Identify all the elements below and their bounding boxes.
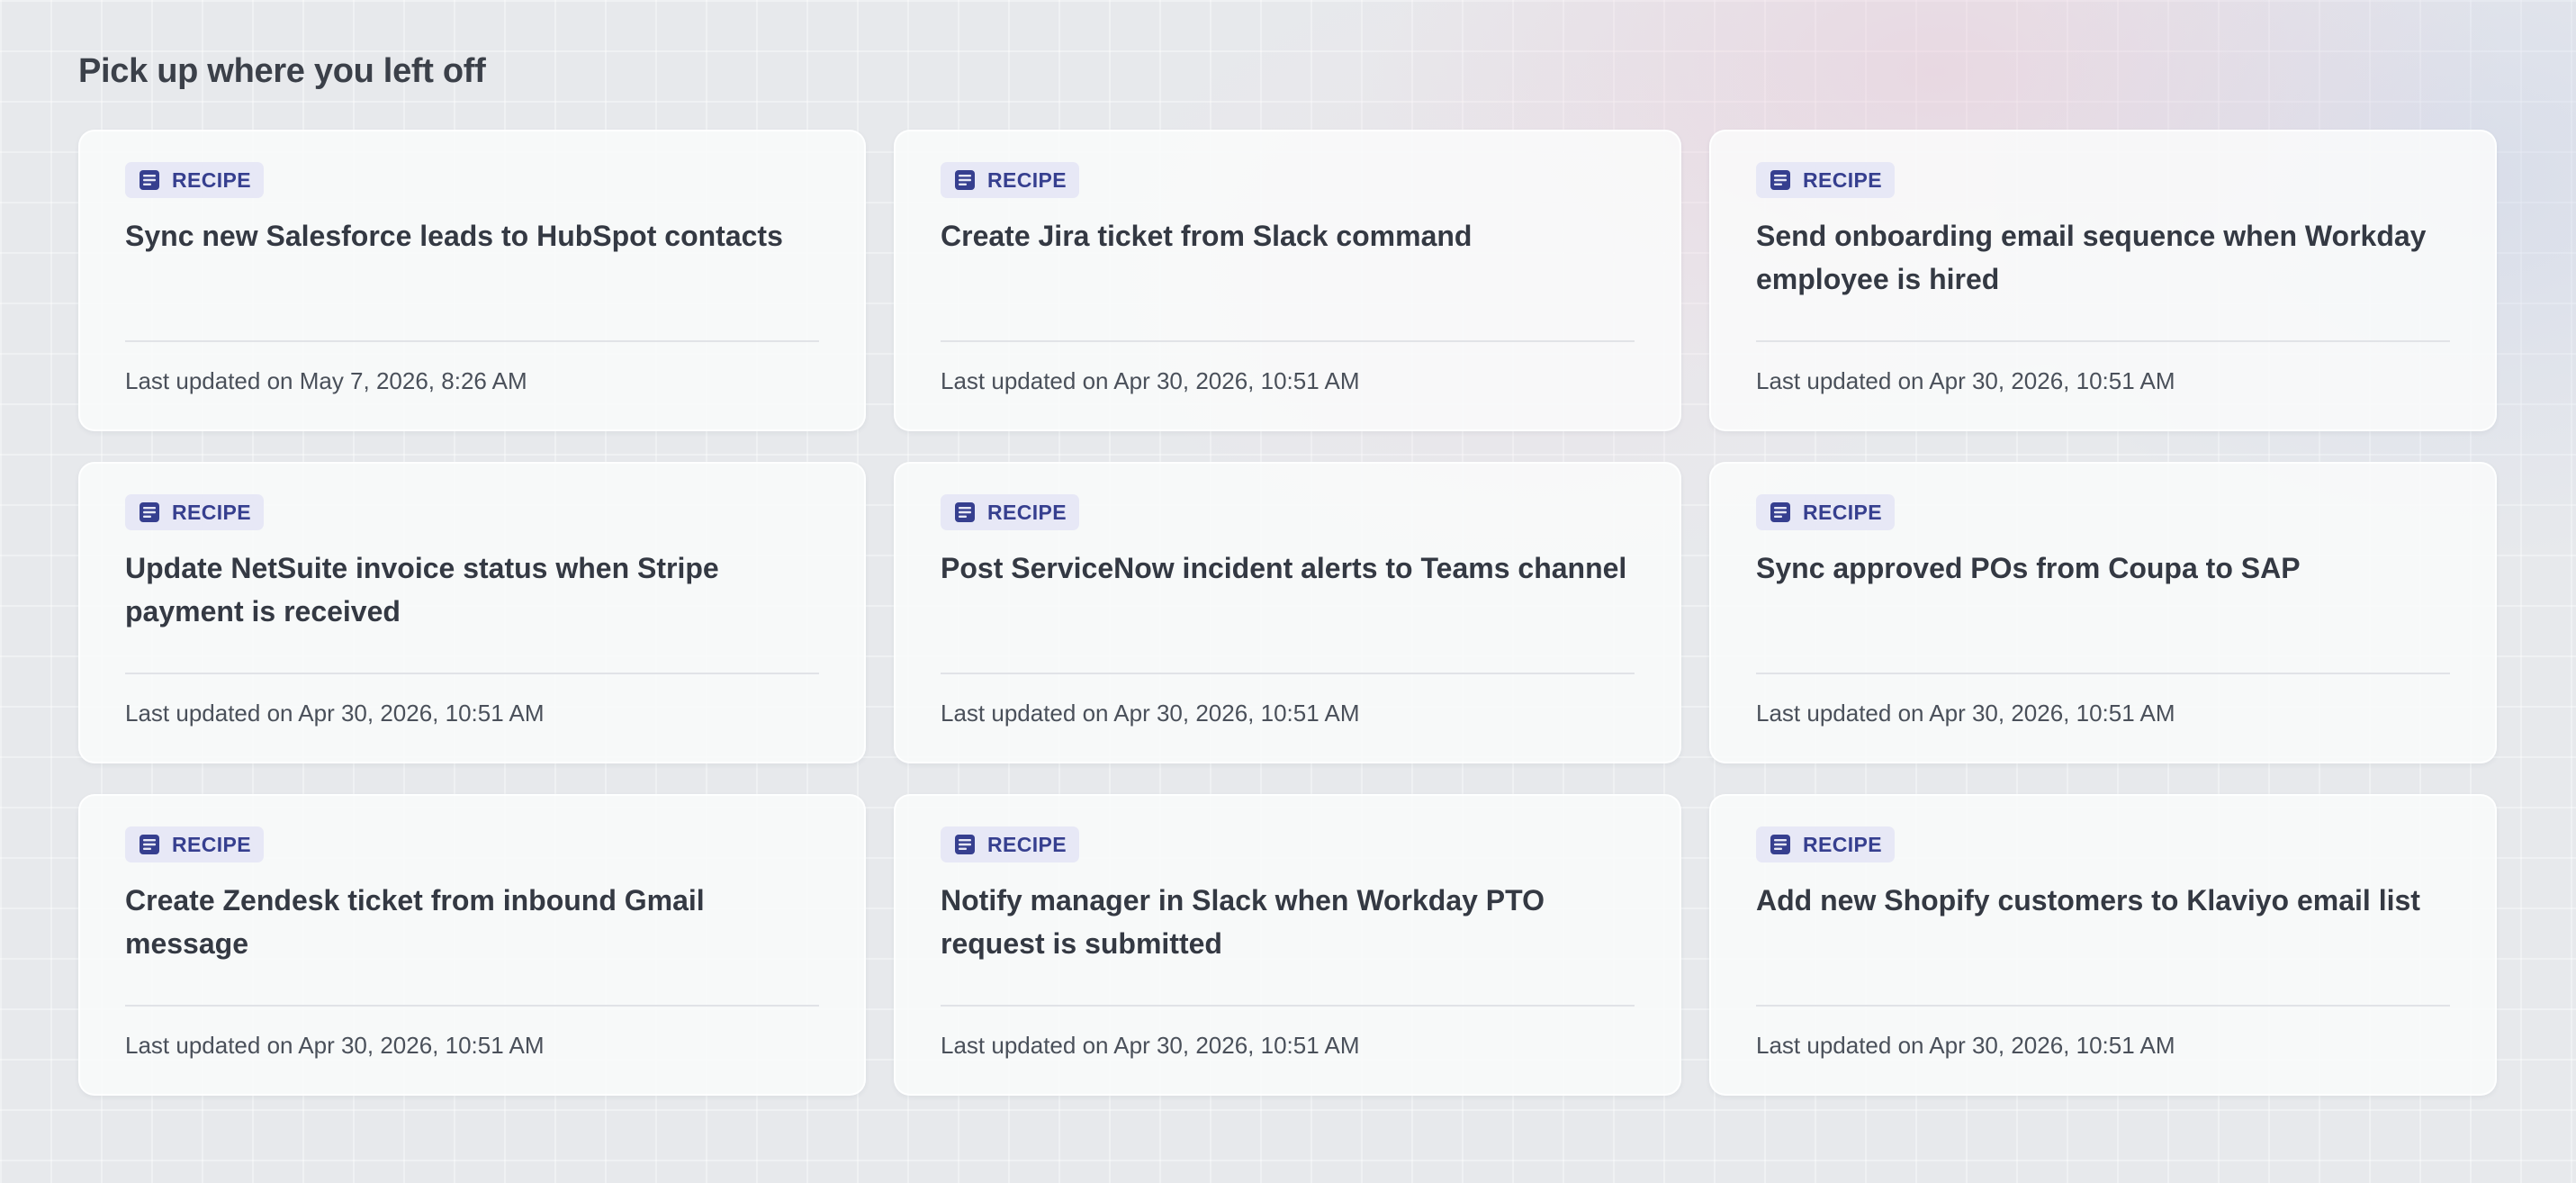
recipe-badge-label: RECIPE: [172, 167, 252, 192]
card-divider: [941, 673, 1635, 674]
recipe-card[interactable]: RECIPE Update NetSuite invoice status wh…: [78, 462, 866, 763]
card-divider: [1756, 340, 2450, 342]
card-divider: [941, 340, 1635, 342]
recipe-badge: RECIPE: [125, 494, 265, 530]
recipe-badge-label: RECIPE: [172, 500, 252, 524]
recipe-badge: RECIPE: [1756, 494, 1896, 530]
section-title: Pick up where you left off: [78, 52, 486, 90]
recipe-card[interactable]: RECIPE Sync approved POs from Coupa to S…: [1709, 462, 2497, 763]
document-icon: [138, 833, 161, 856]
recipe-badge: RECIPE: [125, 162, 265, 198]
recipe-badge-label: RECIPE: [987, 167, 1067, 192]
document-icon: [1769, 168, 1792, 192]
recipe-card[interactable]: RECIPE Create Zendesk ticket from inboun…: [78, 794, 866, 1096]
recipe-badge-label: RECIPE: [987, 832, 1067, 856]
last-updated-text: Last updated on Apr 30, 2026, 10:51 AM: [1756, 700, 2175, 727]
recipe-title[interactable]: Notify manager in Slack when Workday PTO…: [941, 884, 1545, 960]
recipe-card[interactable]: RECIPE Create Jira ticket from Slack com…: [894, 130, 1681, 431]
recipe-badge: RECIPE: [1756, 162, 1896, 198]
recipe-badge: RECIPE: [941, 494, 1080, 530]
recipe-badge: RECIPE: [941, 162, 1080, 198]
recipe-card[interactable]: RECIPE Send onboarding email sequence wh…: [1709, 130, 2497, 431]
recipe-badge: RECIPE: [941, 826, 1080, 862]
recipe-title[interactable]: Update NetSuite invoice status when Stri…: [125, 552, 719, 628]
last-updated-text: Last updated on Apr 30, 2026, 10:51 AM: [1756, 1032, 2175, 1059]
recipe-card[interactable]: RECIPE Post ServiceNow incident alerts t…: [894, 462, 1681, 763]
last-updated-text: Last updated on Apr 30, 2026, 10:51 AM: [1756, 367, 2175, 394]
document-icon: [1769, 833, 1792, 856]
last-updated-text: Last updated on Apr 30, 2026, 10:51 AM: [941, 367, 1360, 394]
card-divider: [125, 340, 819, 342]
recipe-title[interactable]: Create Jira ticket from Slack command: [941, 220, 1473, 252]
recipe-title[interactable]: Sync approved POs from Coupa to SAP: [1756, 552, 2301, 584]
card-divider: [125, 1005, 819, 1007]
last-updated-text: Last updated on Apr 30, 2026, 10:51 AM: [125, 1032, 545, 1059]
recipe-badge-label: RECIPE: [1803, 832, 1883, 856]
recipe-card[interactable]: RECIPE Sync new Salesforce leads to HubS…: [78, 130, 866, 431]
last-updated-text: Last updated on Apr 30, 2026, 10:51 AM: [941, 700, 1360, 727]
recipe-badge-label: RECIPE: [987, 500, 1067, 524]
recipe-title[interactable]: Sync new Salesforce leads to HubSpot con…: [125, 220, 783, 252]
document-icon: [953, 833, 977, 856]
recipe-card-grid: RECIPE Sync new Salesforce leads to HubS…: [78, 130, 2498, 1096]
last-updated-text: Last updated on Apr 30, 2026, 10:51 AM: [941, 1032, 1360, 1059]
recipe-badge-label: RECIPE: [1803, 500, 1883, 524]
recipe-title[interactable]: Send onboarding email sequence when Work…: [1756, 220, 2427, 295]
recipe-card[interactable]: RECIPE Notify manager in Slack when Work…: [894, 794, 1681, 1096]
recipe-card[interactable]: RECIPE Add new Shopify customers to Klav…: [1709, 794, 2497, 1096]
card-divider: [1756, 1005, 2450, 1007]
recipe-badge-label: RECIPE: [1803, 167, 1883, 192]
last-updated-text: Last updated on May 7, 2026, 8:26 AM: [125, 367, 527, 394]
recipe-badge: RECIPE: [1756, 826, 1896, 862]
recipe-badge-label: RECIPE: [172, 832, 252, 856]
recipe-title[interactable]: Create Zendesk ticket from inbound Gmail…: [125, 884, 705, 960]
card-divider: [1756, 673, 2450, 674]
card-divider: [941, 1005, 1635, 1007]
recipe-title[interactable]: Add new Shopify customers to Klaviyo ema…: [1756, 884, 2420, 917]
document-icon: [953, 501, 977, 524]
last-updated-text: Last updated on Apr 30, 2026, 10:51 AM: [125, 700, 545, 727]
document-icon: [1769, 501, 1792, 524]
recipe-title[interactable]: Post ServiceNow incident alerts to Teams…: [941, 552, 1627, 584]
recipe-badge: RECIPE: [125, 826, 265, 862]
document-icon: [138, 168, 161, 192]
document-icon: [953, 168, 977, 192]
document-icon: [138, 501, 161, 524]
card-divider: [125, 673, 819, 674]
